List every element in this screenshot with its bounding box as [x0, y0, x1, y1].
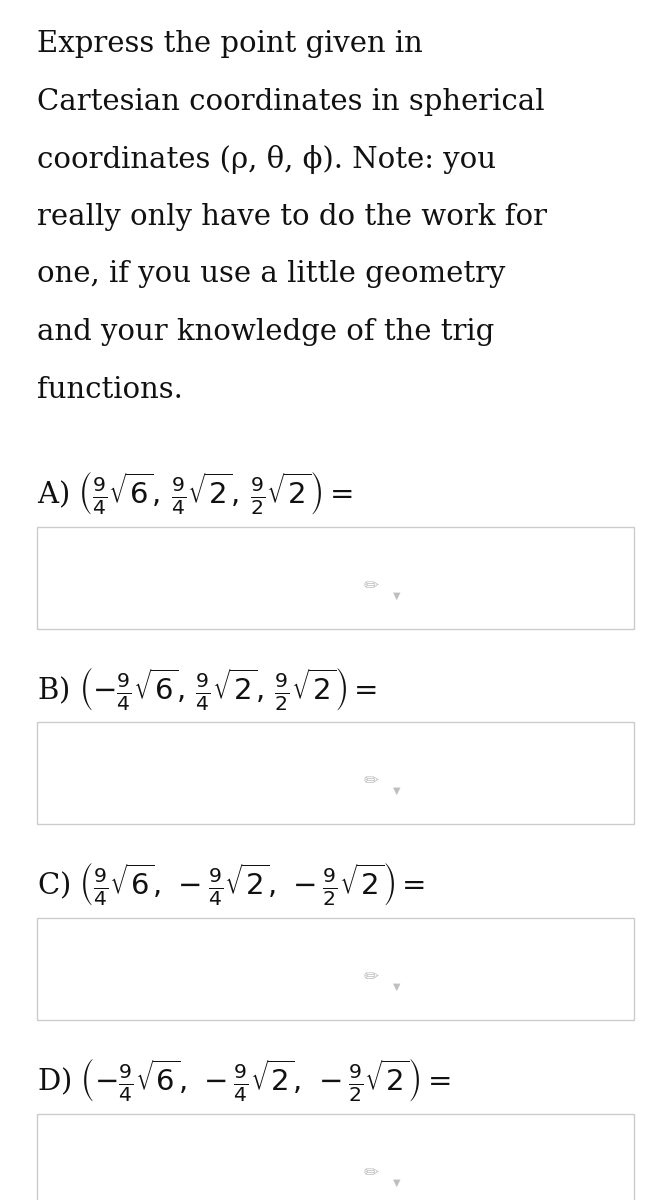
Text: ✏: ✏	[364, 577, 379, 595]
Text: A) $\left(\frac{9}{4}\sqrt{6},\, \frac{9}{4}\sqrt{2},\, \frac{9}{2}\sqrt{2}\righ: A) $\left(\frac{9}{4}\sqrt{6},\, \frac{9…	[37, 469, 352, 517]
Bar	[37, 918, 634, 1020]
Bar	[37, 722, 634, 824]
Text: ✏: ✏	[364, 968, 379, 986]
Text: ▼: ▼	[393, 786, 401, 796]
Text: and your knowledge of the trig: and your knowledge of the trig	[37, 318, 494, 346]
Text: ▼: ▼	[393, 590, 401, 600]
Text: Cartesian coordinates in spherical: Cartesian coordinates in spherical	[37, 88, 545, 115]
Text: ✏: ✏	[364, 1164, 379, 1182]
Text: functions.: functions.	[37, 376, 183, 403]
Text: ▼: ▼	[393, 982, 401, 991]
Text: B) $\left(-\frac{9}{4}\sqrt{6},\, \frac{9}{4}\sqrt{2},\, \frac{9}{2}\sqrt{2}\rig: B) $\left(-\frac{9}{4}\sqrt{6},\, \frac{…	[37, 665, 377, 713]
Text: coordinates (ρ, θ, ϕ). Note: you: coordinates (ρ, θ, ϕ). Note: you	[37, 145, 496, 174]
Text: ▼: ▼	[393, 1177, 401, 1187]
Text: really only have to do the work for: really only have to do the work for	[37, 203, 547, 230]
Text: ✏: ✏	[364, 773, 379, 791]
Text: D) $\left(-\frac{9}{4}\sqrt{6},\, -\frac{9}{4}\sqrt{2},\, -\frac{9}{2}\sqrt{2}\r: D) $\left(-\frac{9}{4}\sqrt{6},\, -\frac…	[37, 1056, 450, 1104]
Text: one, if you use a little geometry: one, if you use a little geometry	[37, 260, 505, 288]
Bar	[37, 1114, 634, 1200]
Text: Express the point given in: Express the point given in	[37, 30, 423, 58]
Text: C) $\left(\frac{9}{4}\sqrt{6},\, -\frac{9}{4}\sqrt{2},\, -\frac{9}{2}\sqrt{2}\ri: C) $\left(\frac{9}{4}\sqrt{6},\, -\frac{…	[37, 860, 425, 908]
Bar	[37, 527, 634, 629]
